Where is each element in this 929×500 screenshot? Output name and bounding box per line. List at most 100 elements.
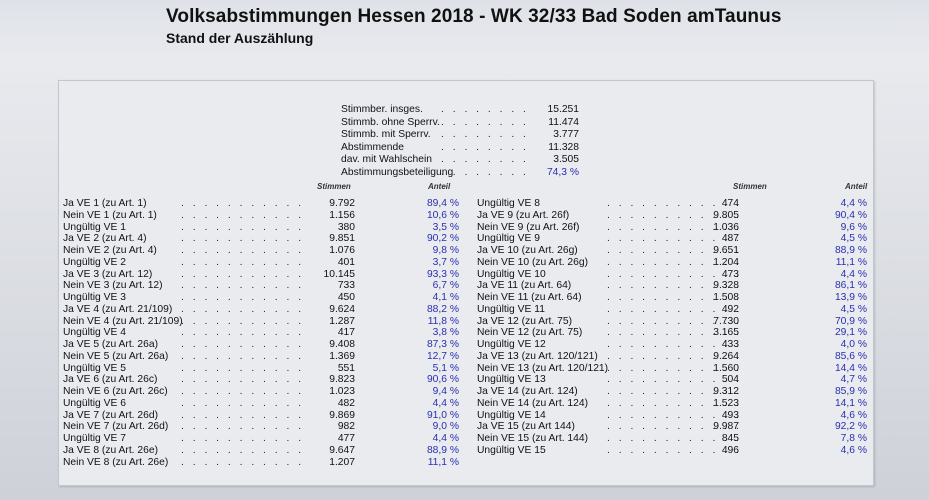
table-row: Ungültig VE 9 . . . . . . . . . . . . . .… bbox=[477, 233, 869, 245]
table-row-votes: 10.145 bbox=[323, 268, 356, 280]
summary-row-label: dav. mit Wahlschein bbox=[341, 154, 432, 165]
table-row: Ja VE 5 (zu Art. 26a) . . . . . . . . . .… bbox=[63, 339, 463, 351]
summary-row-votes: 15.251 bbox=[547, 104, 580, 115]
table-row: Nein VE 11 (zu Art. 64) . . . . . . . . .… bbox=[477, 292, 869, 304]
table-row-leader-dots: . . . . . . . . . . . . . . . . . . . . … bbox=[181, 209, 311, 221]
table-row-label: Ungültig VE 9 bbox=[477, 233, 540, 245]
summary-row-votes: 3.505 bbox=[553, 154, 579, 165]
table-row-leader-dots: . . . . . . . . . . . . . . . . . . . . … bbox=[607, 433, 747, 444]
table-row-leader-dots: . . . . . . . . . . . . . . . . . . . . … bbox=[607, 339, 747, 350]
table-row-leader-dots: . . . . . . . . . . . . . . . . . . . . … bbox=[181, 374, 311, 386]
table-row-share: 14,1 % bbox=[834, 397, 867, 409]
table-row-leader-dots: . . . . . . . . . . . . . . . . . . . . … bbox=[181, 397, 311, 409]
table-row-leader-dots: . . . . . . . . . . . . . . . . . . . . … bbox=[607, 386, 747, 397]
table-row-leader-dots: . . . . . . . . . . . . . . . . . . . . … bbox=[607, 362, 747, 374]
table-row-share: 11,1 % bbox=[427, 456, 459, 468]
summary-row-label: Abstimmende bbox=[341, 141, 404, 153]
table-row-votes: 493 bbox=[721, 409, 739, 421]
table-row-leader-dots: . . . . . . . . . . . . . . . . . . . . … bbox=[181, 198, 311, 209]
table-row-votes: 1.523 bbox=[713, 397, 739, 409]
table-row-leader-dots: . . . . . . . . . . . . . . . . . . . . … bbox=[181, 292, 311, 303]
table-row: Ungültig VE 5 . . . . . . . . . . . . . .… bbox=[63, 363, 463, 375]
table-row: Ja VE 7 (zu Art. 26d) . . . . . . . . . .… bbox=[63, 410, 463, 422]
table-row-leader-dots: . . . . . . . . . . . . . . . . . . . . … bbox=[181, 444, 311, 456]
table-row-label: Ungültig VE 6 bbox=[63, 397, 126, 409]
table-row-label: Nein VE 7 (zu Art. 26d) bbox=[63, 421, 169, 433]
table-row-label: Ja VE 15 (zu Art 144) bbox=[477, 421, 575, 433]
table-row: Ungültig VE 13 . . . . . . . . . . . . . … bbox=[477, 374, 869, 386]
table-row-label: Ungültig VE 4 bbox=[63, 327, 126, 339]
table-row-label: Nein VE 12 (zu Art. 75) bbox=[477, 327, 583, 339]
summary-row-leader-dots: . . . . . . . . . . . . . . . . . . . . … bbox=[441, 129, 531, 140]
table-row-share: 92,2 % bbox=[834, 421, 867, 433]
table-row-leader-dots: . . . . . . . . . . . . . . . . . . . . … bbox=[607, 421, 747, 433]
table-row-label: Ja VE 2 (zu Art. 4) bbox=[63, 233, 147, 245]
table-row-share: 88,9 % bbox=[834, 245, 867, 256]
table-row-share: 4,1 % bbox=[432, 292, 459, 303]
table-row-votes: 433 bbox=[721, 339, 739, 350]
table-row-label: Ungültig VE 10 bbox=[477, 268, 546, 280]
table-row-votes: 417 bbox=[337, 327, 355, 339]
summary-row-label: Stimmb. ohne Sperrv. bbox=[341, 116, 440, 128]
table-row-share: 91,0 % bbox=[426, 409, 459, 421]
table-row-label: Ungültig VE 8 bbox=[477, 198, 540, 209]
table-row-share: 7,8 % bbox=[840, 433, 867, 444]
table-row: Ungültig VE 1 . . . . . . . . . . . . . .… bbox=[63, 222, 463, 234]
table-row-votes: 1.204 bbox=[713, 256, 739, 268]
table-row-votes: 492 bbox=[721, 303, 739, 315]
summary-row-label: Abstimmungsbeteiligung bbox=[341, 166, 454, 178]
table-row: Nein VE 3 (zu Art. 12) . . . . . . . . . … bbox=[63, 280, 463, 292]
table-row-votes: 9.805 bbox=[713, 209, 739, 221]
table-row: Nein VE 15 (zu Art. 144) . . . . . . . . … bbox=[477, 433, 869, 445]
table-row-label: Ungültig VE 7 bbox=[63, 433, 126, 444]
table-row-votes: 9.987 bbox=[713, 421, 739, 433]
table-row-share: 4,4 % bbox=[432, 433, 459, 444]
table-row: Nein VE 7 (zu Art. 26d) . . . . . . . . .… bbox=[63, 421, 463, 433]
table-row-votes: 496 bbox=[721, 444, 739, 456]
table-row-votes: 1.508 bbox=[713, 292, 739, 303]
table-row: Ja VE 2 (zu Art. 4) . . . . . . . . . . .… bbox=[63, 233, 463, 245]
table-row-label: Nein VE 2 (zu Art. 4) bbox=[63, 245, 157, 256]
table-row-leader-dots: . . . . . . . . . . . . . . . . . . . . … bbox=[607, 209, 747, 221]
table-row-votes: 477 bbox=[337, 433, 355, 444]
table-row-label: Nein VE 14 (zu Art. 124) bbox=[477, 397, 589, 409]
left-votes-header: Stimmen bbox=[317, 182, 351, 191]
table-row-label: Ungültig VE 5 bbox=[63, 362, 126, 374]
table-row-label: Ja VE 9 (zu Art. 26f) bbox=[477, 209, 570, 221]
table-row-votes: 450 bbox=[337, 292, 355, 303]
table-row-label: Nein VE 4 (zu Art. 21/109) bbox=[63, 315, 183, 327]
table-row-leader-dots: . . . . . . . . . . . . . . . . . . . . … bbox=[607, 292, 747, 303]
table-row-leader-dots: . . . . . . . . . . . . . . . . . . . . … bbox=[607, 233, 747, 245]
table-row-share: 29,1 % bbox=[834, 327, 867, 339]
table-row-votes: 504 bbox=[721, 374, 739, 386]
table-row-label: Nein VE 3 (zu Art. 12) bbox=[63, 280, 163, 292]
table-row-share: 4,5 % bbox=[840, 303, 867, 315]
table-row-label: Ja VE 1 (zu Art. 1) bbox=[63, 198, 147, 209]
table-row-votes: 1.023 bbox=[329, 386, 355, 397]
table-row-share: 4,4 % bbox=[840, 268, 867, 280]
summary-row-label: Stimmber. insges. bbox=[341, 104, 423, 115]
table-row-leader-dots: . . . . . . . . . . . . . . . . . . . . … bbox=[181, 256, 311, 268]
table-row-votes: 9.264 bbox=[713, 350, 739, 362]
table-row-leader-dots: . . . . . . . . . . . . . . . . . . . . … bbox=[181, 409, 311, 421]
table-row-leader-dots: . . . . . . . . . . . . . . . . . . . . … bbox=[607, 327, 747, 339]
table-row-share: 87,3 % bbox=[426, 339, 459, 350]
table-row-votes: 474 bbox=[721, 198, 739, 209]
table-row-label: Ja VE 7 (zu Art. 26d) bbox=[63, 409, 159, 421]
table-row-votes: 9.792 bbox=[329, 198, 355, 209]
table-row-votes: 1.076 bbox=[329, 245, 355, 256]
table-row: Ja VE 4 (zu Art. 21/109) . . . . . . . . … bbox=[63, 304, 463, 316]
table-row-leader-dots: . . . . . . . . . . . . . . . . . . . . … bbox=[607, 221, 747, 233]
table-row-share: 4,0 % bbox=[840, 339, 867, 350]
table-row-label: Ja VE 4 (zu Art. 21/109) bbox=[63, 303, 173, 315]
table-row-share: 3,5 % bbox=[432, 221, 459, 233]
table-row-share: 93,3 % bbox=[426, 268, 459, 280]
table-row-votes: 7.730 bbox=[713, 315, 739, 327]
table-row-votes: 551 bbox=[337, 362, 355, 374]
table-row-label: Ja VE 5 (zu Art. 26a) bbox=[63, 339, 159, 350]
table-row-votes: 1.036 bbox=[713, 221, 739, 233]
table-row-share: 4,4 % bbox=[840, 198, 867, 209]
table-row-label: Nein VE 15 (zu Art. 144) bbox=[477, 433, 589, 444]
table-row-share: 9,6 % bbox=[840, 221, 867, 233]
table-row-leader-dots: . . . . . . . . . . . . . . . . . . . . … bbox=[607, 397, 747, 409]
